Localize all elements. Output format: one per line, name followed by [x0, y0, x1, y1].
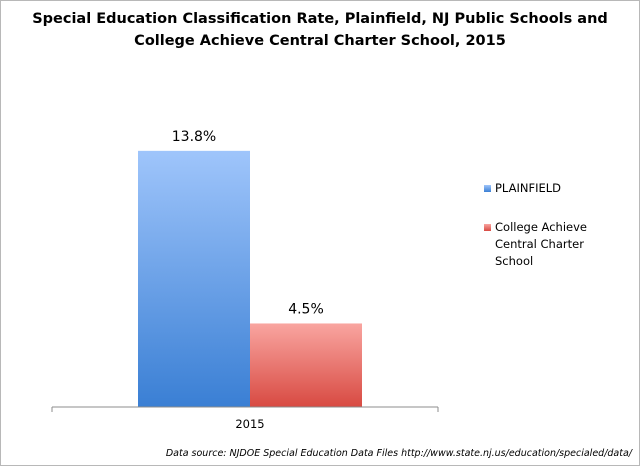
chart-title-line-1: Special Education Classification Rate, P… [32, 11, 608, 27]
legend: PLAINFIELD College Achieve Central Chart… [484, 180, 634, 292]
legend-item-plainfield: PLAINFIELD [484, 180, 634, 197]
chart-title: Special Education Classification Rate, P… [20, 8, 620, 52]
data-label-college-achieve: 4.5% [288, 301, 324, 317]
legend-item-college-achieve: College Achieve Central Charter School [484, 219, 634, 270]
legend-swatch-college-achieve [484, 224, 491, 231]
bar-college-achieve [250, 323, 362, 407]
chart-title-line-2: College Achieve Central Charter School, … [134, 33, 506, 49]
bar-plainfield [138, 150, 250, 407]
legend-label-college-achieve: College Achieve Central Charter School [495, 220, 587, 268]
data-source-note: Data source: NJDOE Special Education Dat… [165, 448, 632, 459]
legend-swatch-plainfield [484, 185, 491, 192]
legend-label-plainfield: PLAINFIELD [495, 181, 562, 195]
data-label-plainfield: 13.8% [172, 129, 216, 145]
x-tick-label-2015: 2015 [235, 417, 264, 431]
